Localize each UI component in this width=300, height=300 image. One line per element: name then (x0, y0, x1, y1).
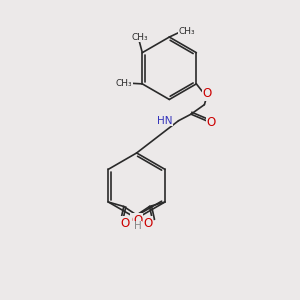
Text: O: O (202, 87, 212, 100)
Text: O: O (133, 214, 142, 226)
Text: O: O (131, 214, 140, 226)
Text: H: H (134, 221, 142, 231)
Text: O: O (121, 217, 130, 230)
Text: CH₃: CH₃ (131, 33, 148, 42)
Text: O: O (143, 217, 153, 230)
Text: CH₃: CH₃ (116, 79, 132, 88)
Text: HN: HN (157, 116, 172, 126)
Text: O: O (206, 116, 215, 129)
Text: H: H (132, 221, 140, 231)
Text: CH₃: CH₃ (178, 27, 195, 36)
